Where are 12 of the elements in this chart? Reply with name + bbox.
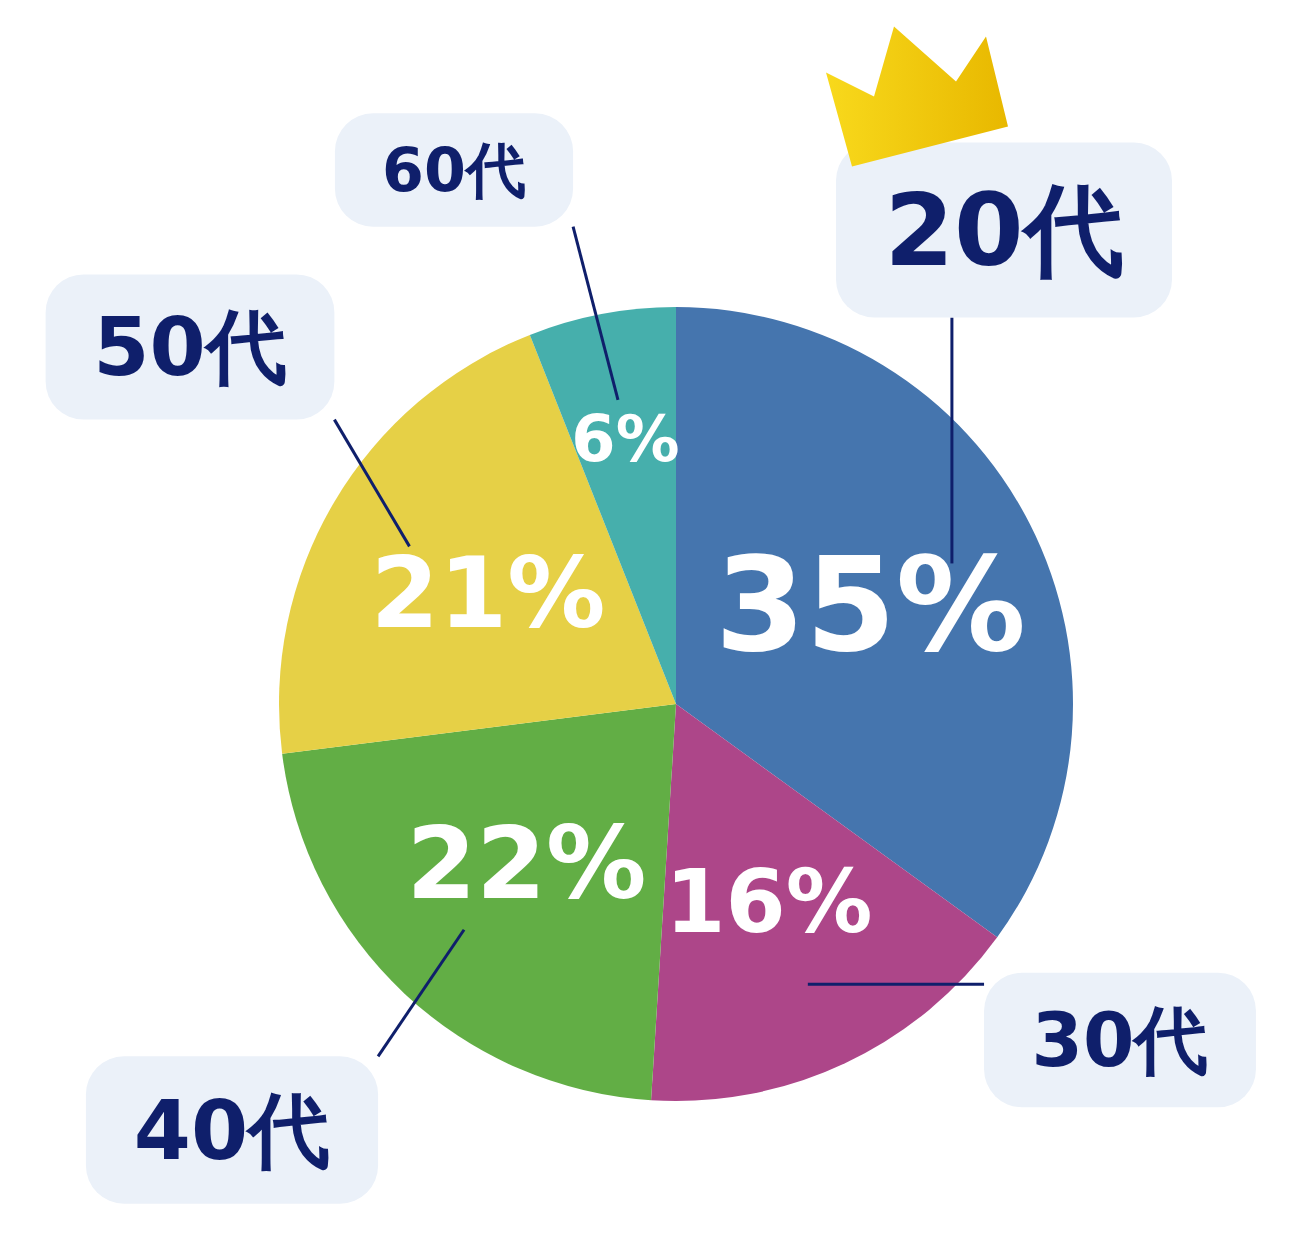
data-label: 22% [406, 804, 647, 922]
slice-label: 30代 [1031, 997, 1209, 1083]
slice-label: 60代 [382, 135, 526, 205]
data-label: 21% [370, 535, 606, 650]
pie-slice [651, 704, 998, 1101]
data-label: 6% [571, 401, 680, 476]
slice-label: 40代 [133, 1082, 331, 1178]
data-label: 35% [714, 528, 1027, 681]
slice-label: 50代 [93, 300, 287, 394]
legend-label: 20代 [884, 171, 1124, 289]
pie-slice [676, 307, 1073, 938]
data-label: 16% [665, 851, 873, 952]
